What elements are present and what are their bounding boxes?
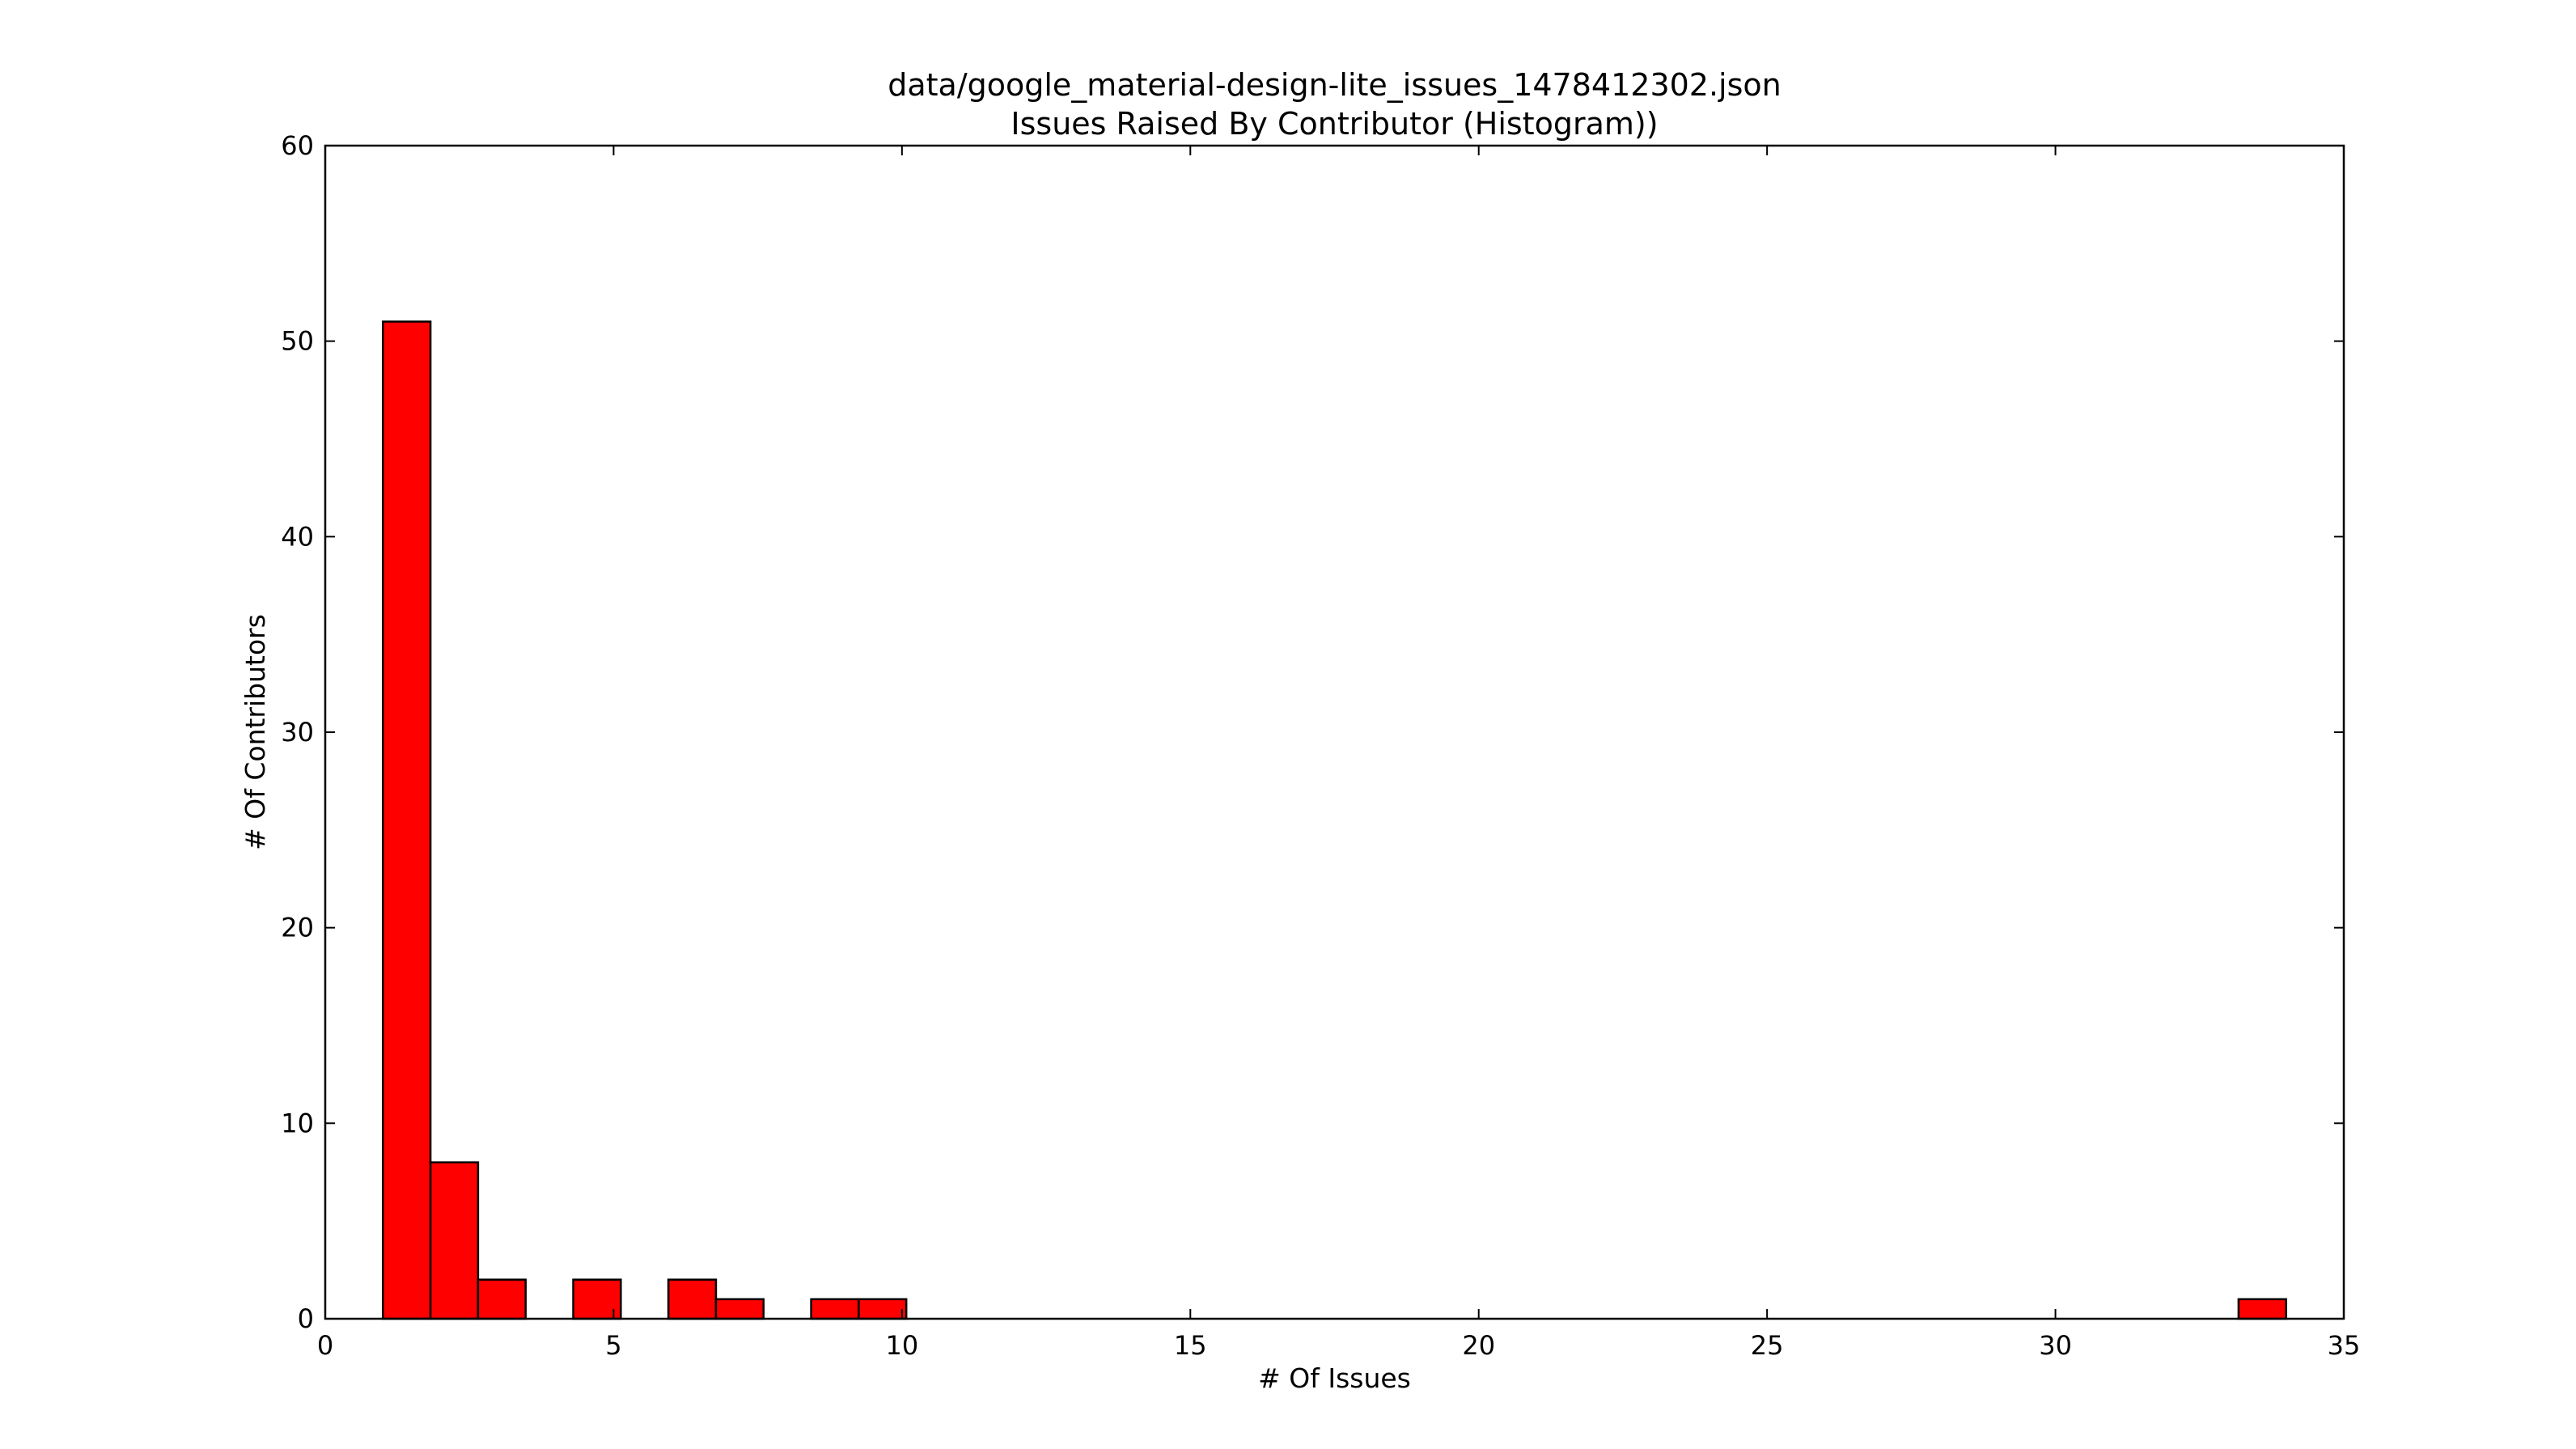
y-axis-label: # Of Contributors xyxy=(239,614,271,850)
plot-frame xyxy=(324,144,2345,1320)
histogram-bar xyxy=(667,1278,718,1320)
ticks-layer: 0 5 10 15 20 25 30 35 0 10 20 30 40 50 60 xyxy=(281,130,2360,1361)
x-tick-label: 35 xyxy=(2328,1330,2361,1361)
y-tick-label: 0 xyxy=(298,1303,314,1334)
y-tick-label: 60 xyxy=(281,130,314,161)
y-tick-label: 50 xyxy=(281,326,314,357)
x-tick-label: 15 xyxy=(1174,1330,1207,1361)
y-tick-label: 40 xyxy=(281,521,314,552)
x-axis-label: # Of Issues xyxy=(1258,1362,1411,1394)
histogram-bar xyxy=(714,1298,765,1320)
y-tick-label: 10 xyxy=(281,1108,314,1138)
y-tick-label: 30 xyxy=(281,717,314,748)
y-tick-label: 20 xyxy=(281,913,314,943)
histogram-bar xyxy=(2237,1298,2287,1320)
histogram-bar xyxy=(858,1298,908,1320)
chart-subtitle: Issues Raised By Contributor (Histogram)… xyxy=(1010,106,1658,142)
x-tick-label: 5 xyxy=(605,1330,621,1361)
chart-title: data/google_material-design-lite_issues_… xyxy=(888,67,1782,103)
x-tick-label: 30 xyxy=(2039,1330,2072,1361)
histogram-bar xyxy=(382,320,432,1320)
histogram-bar xyxy=(810,1298,860,1320)
bars-layer xyxy=(382,320,2287,1320)
x-tick-label: 20 xyxy=(1462,1330,1495,1361)
histogram-bar xyxy=(477,1278,527,1320)
x-tick-label: 10 xyxy=(885,1330,918,1361)
x-tick-label: 25 xyxy=(1751,1330,1784,1361)
histogram-bar xyxy=(429,1161,480,1320)
x-tick-label: 0 xyxy=(317,1330,333,1361)
